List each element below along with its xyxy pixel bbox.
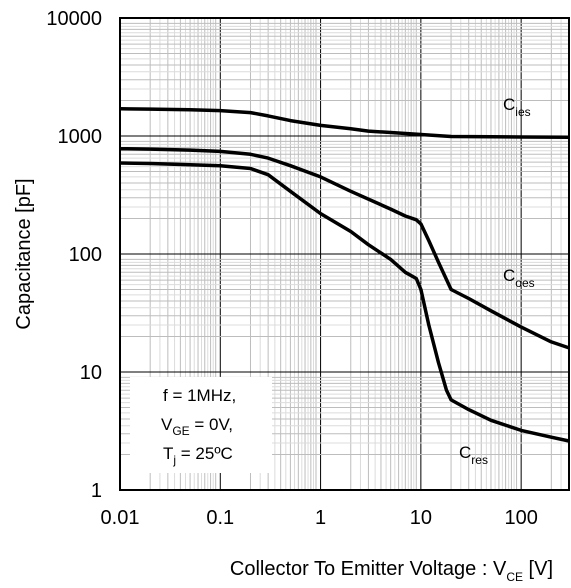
y-tick-label: 100 [69, 244, 102, 266]
conditions-note-bg [130, 377, 272, 473]
series-label-cies: Cies [503, 95, 531, 119]
x-tick-label: 1 [315, 507, 326, 529]
series-label-coes: Coes [503, 266, 535, 290]
tick-labels: 0.01 0.1 1 10 100 10000 1000 100 10 1 [46, 8, 537, 529]
series-line-ies [119, 107, 570, 140]
condition-tj: Tj = 25ºC [163, 444, 233, 467]
y-tick-label: 10 [80, 362, 102, 384]
y-tick-label: 1000 [58, 126, 103, 148]
y-tick-label: 1 [91, 480, 102, 502]
conditions-note: f = 1MHz, VGE = 0V, Tj = 25ºC [130, 377, 272, 473]
x-tick-label: 100 [504, 507, 537, 529]
series-label-cres: Cres [459, 443, 488, 467]
plot-area-border [119, 17, 570, 491]
x-axis-title: Collector To Emitter Voltage : VCE [V] [230, 558, 553, 584]
series-line-oes [119, 146, 570, 350]
condition-frequency: f = 1MHz, [163, 386, 236, 405]
condition-vge: VGE = 0V, [161, 415, 233, 438]
y-tick-label: 10000 [46, 8, 102, 30]
series-line-res [119, 161, 570, 443]
grid [120, 18, 569, 490]
y-axis-title: Capacitance [pF] [13, 178, 35, 329]
x-tick-label: 0.01 [101, 507, 140, 529]
x-tick-label: 0.1 [206, 507, 234, 529]
series-lines [119, 107, 570, 443]
x-tick-label: 10 [410, 507, 432, 529]
